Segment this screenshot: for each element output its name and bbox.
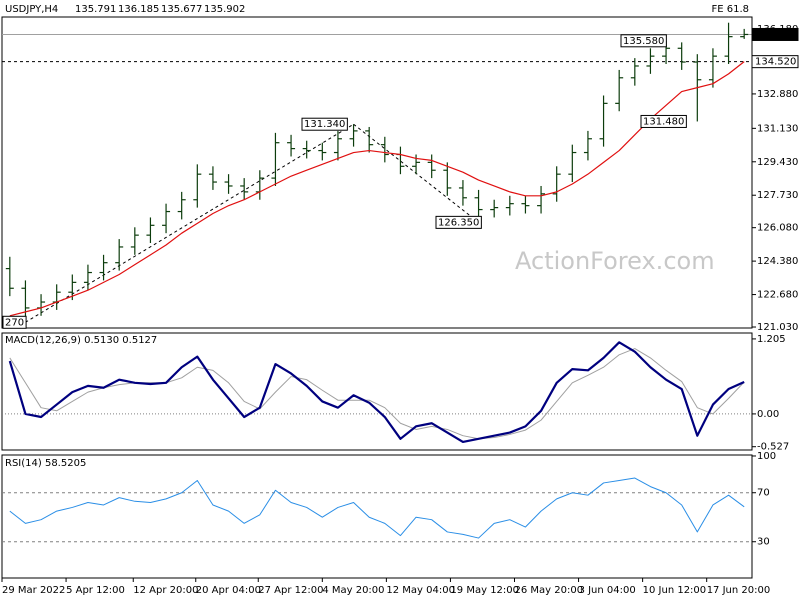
x-tick-label: 4 May 20:00	[322, 585, 384, 596]
header-high: 136.185	[118, 4, 159, 15]
moving-average	[9, 61, 745, 317]
price-label-box	[640, 114, 687, 128]
x-tick-label: 27 Apr 12:00	[258, 585, 323, 596]
price-label: 131.480	[643, 116, 684, 127]
x-tick-label: 10 Jun 12:00	[643, 585, 707, 596]
x-tick-label: 12 May 04:00	[386, 585, 455, 596]
price-tag-label: 135.902	[755, 29, 796, 40]
x-tick-label: 29 Mar 2022	[2, 585, 65, 596]
price-tag	[751, 27, 799, 41]
price-label: 270	[5, 317, 24, 328]
fibo-note: FE 61.8	[711, 4, 749, 15]
x-tick-label: 20 Apr 04:00	[196, 585, 261, 596]
x-tick-label: 17 Jun 20:00	[707, 585, 771, 596]
panel-frame	[1, 16, 753, 329]
price-label: 135.580	[623, 36, 664, 47]
panel-frame	[1, 454, 753, 579]
x-tick-label: 26 May 20:00	[515, 585, 584, 596]
price-tag-label: 134.520	[755, 57, 796, 68]
y-tick-label: 122.680	[757, 290, 798, 301]
y-tick-label: 129.430	[757, 157, 798, 168]
macd-title: MACD(12,26,9) 0.5130 0.5127	[5, 335, 157, 346]
y-tick-label: -0.527	[757, 442, 789, 453]
y-tick-label: 121.030	[757, 322, 798, 333]
y-tick-label: 132.880	[757, 89, 798, 100]
macd-main	[8, 341, 745, 444]
header-close: 135.902	[204, 4, 245, 15]
x-tick-label: 19 May 12:00	[450, 585, 519, 596]
x-tick-label: 5 Apr 12:00	[66, 585, 125, 596]
y-tick-label: 70	[757, 488, 770, 499]
y-tick-label: 100	[757, 451, 776, 462]
price-label-box	[2, 315, 27, 329]
price-label-box	[435, 215, 482, 229]
y-tick-label: 127.730	[757, 190, 798, 201]
x-tick-label: 12 Apr 20:00	[133, 585, 198, 596]
header-open: 135.791	[75, 4, 116, 15]
y-tick-label: 1.205	[757, 334, 786, 345]
price-label: 126.350	[438, 217, 479, 228]
rsi-title: RSI(14) 58.5205	[5, 458, 86, 469]
rsi-line	[9, 477, 745, 539]
panel-frame	[1, 332, 753, 451]
fibo-line	[25, 123, 354, 323]
y-tick-label: 131.130	[757, 123, 798, 134]
price-tag	[751, 55, 799, 69]
price-label-box	[620, 34, 667, 48]
chart-title: USDJPY,H4	[5, 4, 58, 15]
price-label-box	[301, 117, 348, 131]
price-label: 131.340	[304, 119, 345, 130]
x-tick-label: 3 Jun 04:00	[579, 585, 636, 596]
y-tick-label: 124.380	[757, 256, 798, 267]
y-tick-label: 126.080	[757, 223, 798, 234]
y-tick-label: 0.00	[757, 409, 779, 420]
header-low: 135.677	[161, 4, 202, 15]
watermark: ActionForex.com	[515, 247, 715, 275]
y-tick-label: 30	[757, 537, 770, 548]
